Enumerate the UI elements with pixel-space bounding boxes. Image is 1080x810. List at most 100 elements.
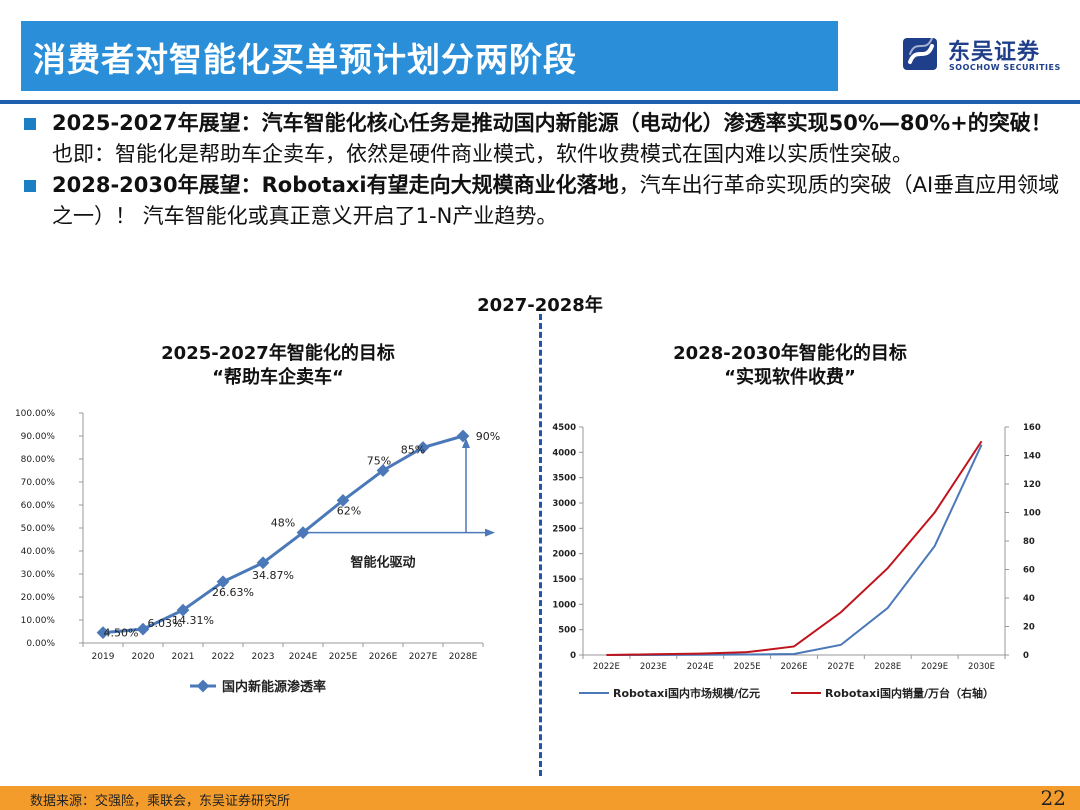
right-chart-title: 2028-2030年智能化的目标 “实现软件收费” bbox=[630, 342, 950, 390]
right-x-tick-label: 2028E bbox=[874, 662, 901, 672]
left-data-point bbox=[456, 429, 470, 443]
footer-bar: 数据来源：交强险，乘联会，东吴证券研究所 22 bbox=[0, 786, 1080, 810]
left-data-label: 85% bbox=[401, 444, 425, 457]
left-data-label: 62% bbox=[337, 504, 361, 517]
left-x-tick-label: 2020 bbox=[132, 652, 155, 662]
right-y-right-tick-label: 160 bbox=[1023, 423, 1041, 433]
right-y-right-tick-label: 140 bbox=[1023, 452, 1041, 462]
right-chart: 0 500 1000 1500 2000 2500 3000 3500 4000 4500 0 20 4… bbox=[552, 423, 1041, 700]
right-y-right-tick-label: 0 bbox=[1023, 651, 1029, 661]
left-y-tick-label: 70.00% bbox=[21, 478, 56, 488]
left-data-point bbox=[136, 622, 150, 636]
left-data-label: 90% bbox=[476, 430, 500, 443]
left-data-label: 14.31% bbox=[172, 614, 214, 627]
left-data-point bbox=[256, 556, 270, 570]
left-legend-label: 国内新能源渗透率 bbox=[222, 679, 326, 695]
bullet-2-text: ，汽车出行革命实现质的突破（AI垂直应用领域之一）！ 汽车智能化或真正意义开启了… bbox=[52, 173, 1060, 228]
right-y-right-tick-label: 40 bbox=[1023, 594, 1035, 604]
left-y-tick-label: 90.00% bbox=[21, 432, 56, 442]
left-data-label: 34.87% bbox=[252, 569, 294, 582]
right-y-right-tick-label: 120 bbox=[1023, 480, 1041, 490]
bullet-item-1: 2025-2027年展望：汽车智能化核心任务是推动国内新能源（电动化）渗透率实现… bbox=[22, 108, 1067, 170]
left-x-tick-label: 2023 bbox=[252, 652, 275, 662]
page-title: 消费者对智能化买单预计划分两阶段 bbox=[33, 40, 577, 79]
logo-mark-icon bbox=[903, 37, 937, 70]
left-chart: 0.00% 10.00% 20.00% 30.00% 40.00% 50.00% 60.00… bbox=[15, 409, 500, 695]
logo-text-cn: 东吴证券 bbox=[948, 40, 1041, 65]
header-divider bbox=[0, 100, 1080, 104]
left-data-label: 75% bbox=[367, 455, 391, 468]
right-series-market-size-line bbox=[606, 444, 983, 656]
middle-label: 2027-2028年 bbox=[477, 295, 603, 316]
right-y-left-tick-label: 2500 bbox=[552, 524, 576, 534]
left-legend-marker bbox=[196, 679, 210, 693]
right-y-left-tick-label: 1500 bbox=[552, 575, 576, 585]
bullet-1-text: 也即：智能化是帮助车企卖车，依然是硬件商业模式，软件收费模式在国内难以实质性突破… bbox=[52, 142, 913, 166]
annotation-arrowhead-right bbox=[485, 528, 495, 537]
left-data-label: 26.63% bbox=[212, 586, 254, 599]
left-x-tick-label: 2019 bbox=[92, 652, 115, 662]
logo-text-en: SOOCHOW SECURITIES bbox=[949, 63, 1061, 72]
left-data-label: 48% bbox=[271, 517, 295, 530]
right-y-left-tick-label: 3000 bbox=[552, 499, 576, 509]
right-x-tick-label: 2027E bbox=[827, 662, 854, 672]
right-x-tick-label: 2025E bbox=[734, 662, 761, 672]
left-x-tick-label: 2022 bbox=[212, 652, 235, 662]
left-chart-title-line1: 2025-2027年智能化的目标 bbox=[161, 343, 395, 364]
left-chart-title-line2: “帮助车企卖车“ bbox=[212, 367, 344, 388]
right-chart-title-line2: “实现软件收费” bbox=[724, 367, 856, 388]
right-y-right-tick-label: 80 bbox=[1023, 537, 1035, 547]
right-y-right-tick-label: 100 bbox=[1023, 509, 1041, 519]
left-y-tick-label: 100.00% bbox=[15, 409, 55, 419]
dashed-divider bbox=[539, 314, 542, 776]
right-y-left-tick-label: 1000 bbox=[552, 600, 576, 610]
left-y-tick-label: 20.00% bbox=[21, 593, 56, 603]
right-legend-label-red: Robotaxi国内销量/万台（右轴） bbox=[825, 686, 994, 700]
left-y-tick-label: 80.00% bbox=[21, 455, 56, 465]
annotation-arrowhead-up bbox=[462, 438, 470, 448]
left-y-tick-label: 60.00% bbox=[21, 501, 56, 511]
left-x-tick-label: 2024E bbox=[289, 652, 318, 662]
right-series-sales-line bbox=[606, 440, 983, 656]
right-y-left-tick-label: 3500 bbox=[552, 474, 576, 484]
left-chart-title: 2025-2027年智能化的目标 “帮助车企卖车“ bbox=[118, 342, 438, 390]
left-data-point bbox=[416, 441, 430, 454]
left-x-tick-label: 2027E bbox=[409, 652, 438, 662]
bullet-item-2: 2028-2030年展望：Robotaxi有望走向大规模商业化落地，汽车出行革命… bbox=[22, 170, 1067, 232]
right-y-left-tick-label: 2000 bbox=[552, 550, 576, 560]
brand-logo: 东吴证券 SOOCHOW SECURITIES bbox=[902, 34, 1062, 78]
left-y-tick-label: 10.00% bbox=[21, 616, 56, 626]
left-x-tick-label: 2025E bbox=[329, 652, 358, 662]
left-data-point bbox=[176, 603, 190, 617]
right-x-tick-label: 2029E bbox=[921, 662, 948, 672]
left-x-tick-label: 2021 bbox=[172, 652, 195, 662]
right-y-left-tick-label: 4000 bbox=[552, 448, 576, 458]
left-data-point bbox=[376, 464, 390, 477]
left-data-point bbox=[336, 494, 350, 507]
left-y-tick-label: 0.00% bbox=[26, 639, 55, 649]
right-x-tick-label: 2022E bbox=[593, 662, 620, 672]
left-data-label: 6.03% bbox=[148, 617, 183, 630]
right-y-left-tick-label: 4500 bbox=[552, 423, 576, 433]
right-x-tick-label: 2023E bbox=[640, 662, 667, 672]
left-y-tick-label: 40.00% bbox=[21, 547, 56, 557]
left-series-line bbox=[102, 434, 464, 635]
page-number: 22 bbox=[1040, 786, 1066, 810]
right-y-right-tick-label: 20 bbox=[1023, 623, 1035, 633]
left-y-tick-label: 30.00% bbox=[21, 570, 56, 580]
bullet-list: 2025-2027年展望：汽车智能化核心任务是推动国内新能源（电动化）渗透率实现… bbox=[22, 108, 1067, 232]
left-data-point bbox=[96, 626, 110, 640]
bullet-1-bold: 2025-2027年展望：汽车智能化核心任务是推动国内新能源（电动化）渗透率实现… bbox=[52, 111, 1052, 135]
bullet-2-bold: 2028-2030年展望：Robotaxi有望走向大规模商业化落地 bbox=[52, 173, 619, 197]
bullet-square-icon bbox=[24, 180, 36, 192]
right-y-right-tick-label: 60 bbox=[1023, 566, 1035, 576]
left-x-tick-label: 2028E bbox=[449, 652, 478, 662]
left-x-tick-label: 2026E bbox=[369, 652, 398, 662]
left-y-tick-label: 50.00% bbox=[21, 524, 56, 534]
footer-source: 数据来源：交强险，乘联会，东吴证券研究所 bbox=[30, 794, 291, 809]
right-legend-label-blue: Robotaxi国内市场规模/亿元 bbox=[613, 686, 760, 700]
right-y-left-tick-label: 500 bbox=[558, 626, 576, 636]
right-x-tick-label: 2024E bbox=[687, 662, 714, 672]
right-chart-title-line1: 2028-2030年智能化的目标 bbox=[673, 343, 907, 364]
right-y-left-tick-label: 0 bbox=[570, 651, 576, 661]
